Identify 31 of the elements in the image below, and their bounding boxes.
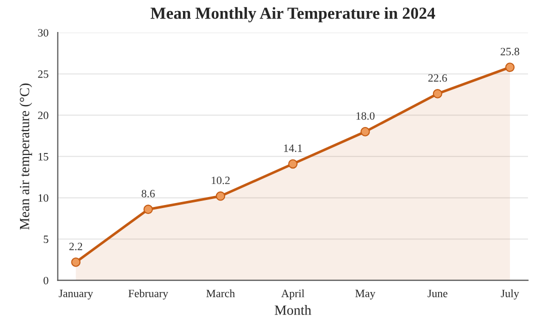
x-axis-title: Month bbox=[274, 305, 312, 315]
x-tick-label: May bbox=[355, 290, 376, 300]
y-axis-title: Mean air temperature (°C) bbox=[19, 84, 32, 230]
x-tick-label: February bbox=[128, 289, 168, 300]
point bbox=[71, 258, 81, 267]
x-tick-label: March bbox=[206, 289, 235, 298]
y-tick-label: 10 bbox=[38, 194, 48, 202]
y-tick-label: 25 bbox=[38, 70, 48, 78]
data-label: 22.6 bbox=[428, 74, 447, 82]
x-tick-label: January bbox=[58, 290, 94, 300]
y-tick-label: 5 bbox=[44, 236, 48, 244]
point bbox=[432, 89, 442, 98]
chart-title: Mean Monthly Air Temperature in 2024 bbox=[150, 7, 436, 22]
point bbox=[288, 159, 298, 169]
data-label: 25.8 bbox=[500, 48, 520, 56]
data-label: 14.1 bbox=[284, 144, 302, 152]
data-label: 10.2 bbox=[212, 176, 230, 184]
y-tick-label: 0 bbox=[44, 276, 48, 284]
x-tick-label: April bbox=[281, 289, 304, 300]
data-label: 2.2 bbox=[69, 242, 82, 250]
x-tick-label: June bbox=[428, 290, 448, 298]
point bbox=[216, 191, 226, 201]
y-tick-label: 30 bbox=[38, 29, 48, 37]
point bbox=[143, 204, 153, 214]
y-tick-label: 15 bbox=[38, 153, 48, 160]
y-tick-label: 20 bbox=[38, 112, 48, 120]
point bbox=[360, 127, 370, 136]
point bbox=[505, 62, 515, 72]
data-label: 8.6 bbox=[142, 190, 155, 198]
data-label: 18.0 bbox=[356, 112, 375, 120]
x-tick-label: July bbox=[500, 289, 520, 300]
